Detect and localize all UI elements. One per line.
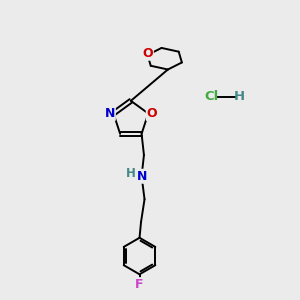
Text: F: F [135, 278, 144, 291]
Text: N: N [104, 107, 115, 120]
Text: Cl: Cl [205, 91, 219, 103]
Text: O: O [142, 47, 153, 60]
Text: H: H [125, 167, 135, 180]
Text: O: O [147, 107, 158, 120]
Text: H: H [234, 91, 245, 103]
Text: N: N [136, 170, 147, 183]
